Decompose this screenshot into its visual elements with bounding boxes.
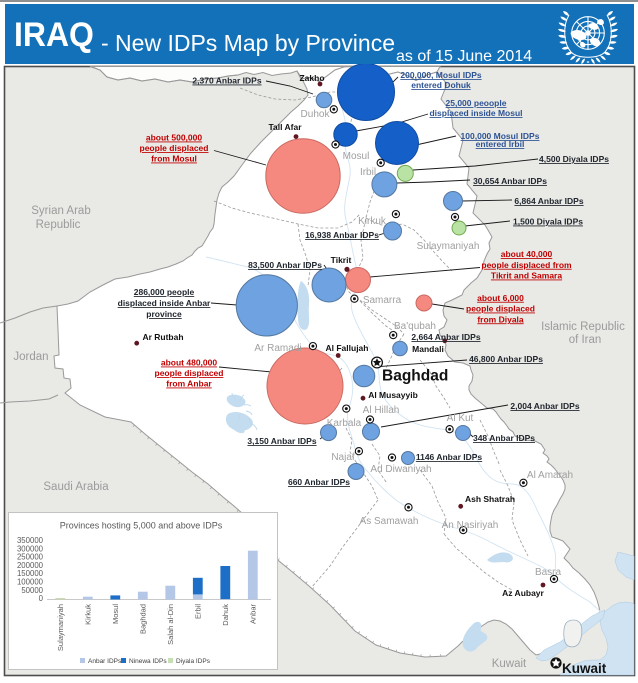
svg-text:Mandali: Mandali — [412, 344, 444, 354]
svg-text:people displaced: people displaced — [155, 368, 224, 378]
svg-text:660 Anbar IDPs: 660 Anbar IDPs — [288, 477, 350, 487]
svg-text:Ar Rutbah: Ar Rutbah — [142, 332, 183, 342]
svg-text:Saudi Arabia: Saudi Arabia — [43, 481, 109, 493]
svg-text:about 480,000: about 480,000 — [161, 358, 217, 368]
svg-text:from Anbar: from Anbar — [166, 379, 212, 389]
svg-text:Irbil: Irbil — [360, 167, 376, 178]
svg-text:286,000 people: 286,000 people — [134, 287, 195, 297]
svg-text:Kirkuk: Kirkuk — [358, 216, 387, 227]
svg-text:Ash Shatrah: Ash Shatrah — [465, 494, 515, 504]
svg-text:4,500 Diyala IDPs: 4,500 Diyala IDPs — [539, 154, 609, 164]
svg-text:people displaced: people displaced — [466, 304, 535, 314]
svg-text:As Samawah: As Samawah — [360, 516, 419, 527]
svg-text:200,000, Mosul IDPs: 200,000, Mosul IDPs — [400, 70, 482, 80]
svg-text:Syrian Arab: Syrian Arab — [31, 205, 90, 217]
svg-text:from Diyala: from Diyala — [477, 314, 524, 324]
svg-text:Mosul: Mosul — [111, 604, 120, 624]
svg-text:1,500 Diyala IDPs: 1,500 Diyala IDPs — [513, 217, 583, 227]
svg-text:Provinces hosting 5,000 and: Provinces hosting 5,000 and above IDPs — [60, 521, 223, 531]
svg-text:Republic: Republic — [36, 219, 81, 231]
svg-text:Zakho: Zakho — [299, 73, 324, 83]
svg-text:Al Hillah: Al Hillah — [363, 405, 400, 416]
svg-text:100,000 Mosul IDPs: 100,000 Mosul IDPs — [461, 131, 540, 141]
svg-text:30,654 Anbar IDPs: 30,654 Anbar IDPs — [473, 176, 547, 186]
svg-text:Tikrit: Tikrit — [331, 255, 352, 265]
svg-text:150000: 150000 — [17, 569, 44, 578]
svg-text:Sulaymaniyah: Sulaymaniyah — [56, 604, 65, 651]
svg-text:300000: 300000 — [17, 544, 44, 553]
svg-text:Tall Afar: Tall Afar — [268, 122, 302, 132]
svg-text:Ad Diwaniyah: Ad Diwaniyah — [370, 464, 431, 475]
svg-text:Ninewa IDPs: Ninewa IDPs — [129, 658, 167, 665]
svg-text:entered Irbil: entered Irbil — [476, 139, 525, 149]
svg-text:Karbala: Karbala — [327, 418, 362, 429]
svg-text:Salah al-Din: Salah al-Din — [166, 604, 175, 645]
svg-text:Ar Ramadi: Ar Ramadi — [254, 343, 301, 354]
svg-text:Az Aubayr: Az Aubayr — [502, 588, 544, 598]
svg-text:2,370 Anbar IDPs: 2,370 Anbar IDPs — [192, 76, 261, 86]
svg-text:16,938 Anbar IDPs: 16,938 Anbar IDPs — [305, 230, 379, 240]
svg-text:6,864 Anbar IDPs: 6,864 Anbar IDPs — [514, 196, 583, 206]
svg-text:about 6,000: about 6,000 — [477, 293, 524, 303]
svg-text:Baghdad: Baghdad — [382, 368, 448, 385]
svg-text:Dahuk: Dahuk — [221, 604, 230, 626]
svg-text:Baghdad: Baghdad — [139, 604, 148, 634]
svg-text:people displaced: people displaced — [140, 143, 209, 153]
svg-text:200000: 200000 — [17, 561, 44, 570]
svg-text:entered Dohuk: entered Dohuk — [411, 80, 471, 90]
svg-text:25,000 peoople: 25,000 peoople — [446, 98, 507, 108]
svg-text:Jordan: Jordan — [13, 351, 48, 363]
svg-text:Najaf: Najaf — [331, 452, 355, 463]
svg-text:Al Kut: Al Kut — [447, 413, 474, 424]
svg-text:Samarra: Samarra — [363, 295, 402, 306]
svg-text:46,800 Anbar IDPs: 46,800 Anbar IDPs — [469, 354, 543, 364]
svg-text:1146 Anbar IDPs: 1146 Anbar IDPs — [416, 452, 483, 462]
svg-text:0: 0 — [39, 594, 44, 603]
svg-text:350000: 350000 — [17, 536, 44, 545]
svg-text:100000: 100000 — [17, 578, 44, 587]
svg-text:Kuwait: Kuwait — [562, 661, 607, 676]
svg-text:displaced inside Mosul: displaced inside Mosul — [429, 108, 522, 118]
svg-text:250000: 250000 — [17, 553, 44, 562]
svg-text:Diyala IDPs: Diyala IDPs — [176, 658, 211, 665]
svg-text:Al Fallujah: Al Fallujah — [326, 343, 369, 353]
svg-text:Duhok: Duhok — [301, 109, 331, 120]
svg-text:2,004 Anbar IDPs: 2,004 Anbar IDPs — [510, 401, 579, 411]
svg-text:83,500 Anbar IDPs: 83,500 Anbar IDPs — [248, 260, 322, 270]
svg-text:An Nasiriyah: An Nasiriyah — [442, 520, 499, 531]
svg-text:Al Amarah: Al Amarah — [527, 470, 573, 481]
svg-text:people displaced from: people displaced from — [481, 260, 572, 270]
svg-text:Tikrit and Samara: Tikrit and Samara — [491, 271, 562, 281]
svg-text:Erbil: Erbil — [194, 604, 203, 619]
svg-text:of Iran: of Iran — [569, 334, 602, 346]
svg-text:Islamic Republic: Islamic Republic — [541, 321, 625, 333]
svg-text:displaced inside Anbar: displaced inside Anbar — [118, 298, 211, 308]
svg-text:Sulaymaniyah: Sulaymaniyah — [417, 241, 480, 252]
svg-text:2,664 Anbar IDPs: 2,664 Anbar IDPs — [411, 332, 480, 342]
svg-text:Mosul: Mosul — [343, 151, 370, 162]
svg-text:3,150 Anbar IDPs: 3,150 Anbar IDPs — [247, 436, 316, 446]
svg-text:from Mosul: from Mosul — [151, 154, 197, 164]
svg-text:Anbar: Anbar — [249, 603, 258, 624]
svg-text:about 40,000: about 40,000 — [501, 249, 553, 259]
svg-text:Ba'qubah: Ba'qubah — [394, 321, 436, 332]
svg-text:Kuwait: Kuwait — [492, 658, 527, 670]
svg-text:Basra: Basra — [535, 567, 562, 578]
svg-text:Al Musayyib: Al Musayyib — [368, 390, 418, 400]
svg-text:Kirkuk: Kirkuk — [84, 604, 93, 625]
svg-text:about 500,000: about 500,000 — [146, 133, 202, 143]
svg-text:Anbar IDPs: Anbar IDPs — [88, 658, 122, 665]
svg-text:348 Anbar IDPs: 348 Anbar IDPs — [473, 433, 535, 443]
svg-text:province: province — [146, 309, 182, 319]
svg-text:50000: 50000 — [21, 586, 43, 595]
